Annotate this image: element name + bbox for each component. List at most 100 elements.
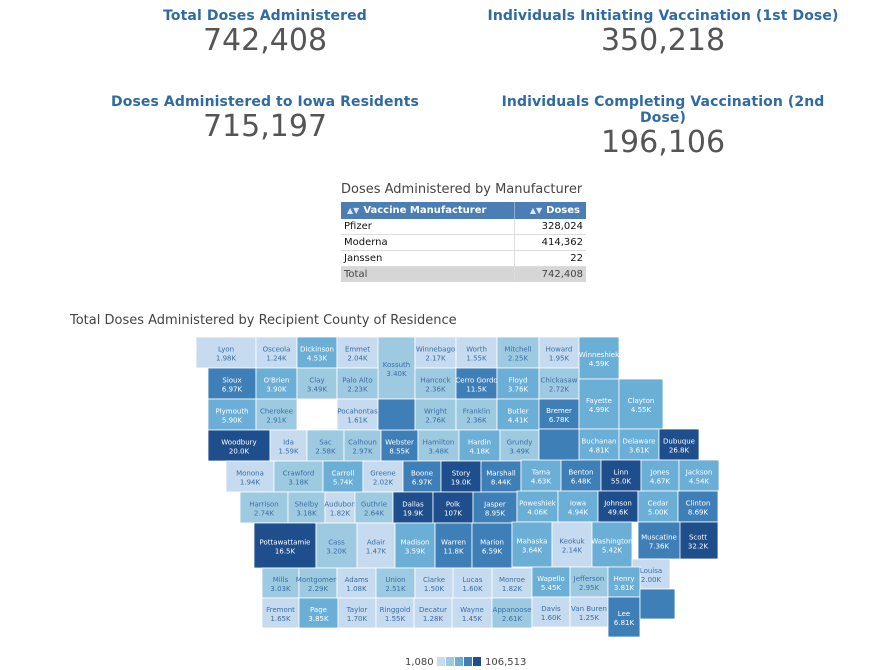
county-black-hawk[interactable] — [538, 428, 580, 461]
county-name-label: Sioux — [222, 377, 241, 385]
county-delaware[interactable] — [618, 428, 660, 461]
county-page[interactable] — [298, 597, 339, 629]
county-franklin[interactable] — [455, 398, 498, 431]
county-value-label: 2.36K — [466, 417, 487, 425]
county-mitchell[interactable] — [496, 336, 540, 369]
county-dubuque[interactable] — [658, 428, 700, 461]
county-pottawattamie[interactable] — [253, 522, 317, 569]
county-linn[interactable] — [600, 459, 642, 492]
county-ida[interactable] — [269, 429, 308, 462]
county-name-label: Jones — [650, 469, 670, 477]
county-madison[interactable] — [394, 522, 436, 569]
county-cedar[interactable] — [637, 490, 679, 523]
county-monroe[interactable] — [491, 567, 533, 599]
county-davis[interactable] — [531, 596, 571, 628]
county-value-label: 2.17K — [425, 355, 446, 363]
county-keokuk[interactable] — [551, 521, 593, 568]
county-jackson[interactable] — [678, 459, 720, 492]
county-value-label: 20.0K — [229, 448, 250, 456]
county-value-label: 55.0K — [611, 478, 632, 486]
county-wapello[interactable] — [531, 566, 571, 598]
county-clinton[interactable] — [677, 490, 719, 523]
county-van-buren[interactable] — [569, 596, 609, 628]
county-henry[interactable] — [607, 566, 641, 598]
county-monona[interactable] — [225, 460, 275, 493]
county-montgomery[interactable] — [298, 567, 338, 599]
county-name-label: Fayette — [586, 397, 612, 405]
county-name-label: Guthrie — [361, 501, 387, 509]
county-value-label: 6.78K — [549, 416, 570, 424]
county-floyd[interactable] — [496, 367, 540, 400]
county-adams[interactable] — [336, 567, 377, 599]
county-des-moines[interactable] — [639, 588, 676, 620]
county-name-label: Taylor — [346, 606, 368, 614]
county-cass[interactable] — [315, 522, 358, 569]
county-winneshiek[interactable] — [578, 336, 620, 380]
county-value-label: 7.36K — [649, 543, 670, 551]
county-worth[interactable] — [455, 336, 498, 369]
county-emmet[interactable] — [336, 336, 379, 369]
column-header-manufacturer[interactable]: ▲▼ Vaccine Manufacturer — [341, 202, 515, 219]
county-hardin[interactable] — [458, 429, 501, 462]
county-clay[interactable] — [296, 367, 338, 400]
county-name-label: Lee — [618, 610, 630, 618]
county-jones[interactable] — [640, 459, 680, 492]
county-carroll[interactable] — [322, 460, 364, 493]
county-value-label: 1.65K — [270, 615, 291, 623]
county-name-label: Polk — [446, 501, 461, 509]
county-value-label: 4.99K — [589, 406, 610, 414]
sort-icon[interactable]: ▲▼ — [529, 206, 543, 215]
county-story[interactable] — [440, 460, 482, 493]
county-boone[interactable] — [402, 460, 442, 493]
county-value-label: 1.98K — [216, 355, 237, 363]
sort-icon[interactable]: ▲▼ — [347, 206, 360, 215]
county-mahaska[interactable] — [511, 521, 553, 568]
column-header-doses[interactable]: ▲▼ Doses — [513, 202, 586, 219]
legend-swatch — [472, 657, 481, 666]
county-wayne[interactable] — [451, 597, 493, 629]
county-hancock[interactable] — [414, 367, 457, 400]
county-lee[interactable] — [607, 596, 641, 638]
county-value-label: 1.47K — [366, 548, 387, 556]
county-shelby[interactable] — [287, 491, 326, 524]
county-plymouth[interactable] — [207, 398, 257, 431]
county-name-label: Wapello — [537, 575, 565, 583]
county-marion[interactable] — [471, 522, 513, 569]
county-woodbury[interactable] — [207, 429, 271, 462]
county-value-label: 3.59K — [405, 548, 426, 556]
legend-swatch — [463, 657, 472, 666]
county-scott[interactable] — [677, 521, 719, 560]
county-decatur[interactable] — [413, 597, 453, 629]
county-name-label: Cass — [328, 539, 345, 547]
county-sac[interactable] — [306, 429, 345, 462]
county-name-label: Mitchell — [504, 346, 531, 354]
county-muscatine[interactable] — [637, 521, 681, 560]
county-lyon[interactable] — [195, 336, 257, 369]
county-hamilton[interactable] — [417, 429, 460, 462]
county-washington[interactable] — [591, 521, 633, 568]
county-guthrie[interactable] — [354, 491, 394, 524]
county-cerro-gordo[interactable] — [455, 367, 498, 400]
county-value-label: 4.18K — [469, 448, 490, 456]
county-value-label: 3.49K — [307, 386, 328, 394]
county-bremer[interactable] — [538, 398, 580, 430]
stat-value: 715,197 — [202, 109, 328, 144]
county-fremont[interactable] — [261, 597, 300, 629]
county-buchanan[interactable] — [578, 428, 620, 461]
county-adair[interactable] — [356, 522, 396, 569]
county-howard[interactable] — [538, 336, 580, 369]
county-kossuth[interactable] — [377, 336, 416, 400]
county-taylor[interactable] — [337, 597, 377, 629]
county-wright[interactable] — [414, 398, 457, 431]
county-name-label: Worth — [466, 346, 487, 354]
county-grundy[interactable] — [499, 429, 540, 462]
county-ringgold[interactable] — [375, 597, 415, 629]
county-lucas[interactable] — [452, 567, 493, 599]
county-polk[interactable] — [432, 491, 474, 524]
county-value-label: 6.97K — [222, 386, 243, 394]
county-benton[interactable] — [560, 459, 602, 492]
county-marshall[interactable] — [480, 460, 522, 493]
county-humboldt[interactable] — [377, 398, 416, 431]
county-mills[interactable] — [261, 567, 300, 599]
county-winnebago[interactable] — [414, 336, 457, 369]
